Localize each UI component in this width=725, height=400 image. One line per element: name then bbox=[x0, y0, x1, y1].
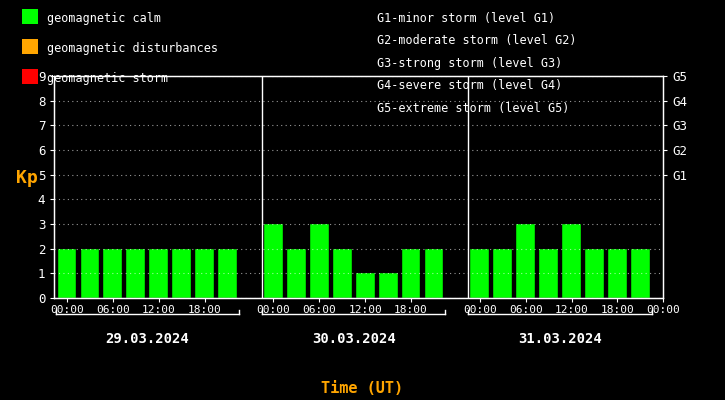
Bar bbox=[585, 249, 604, 298]
Text: 29.03.2024: 29.03.2024 bbox=[105, 332, 189, 346]
Text: 31.03.2024: 31.03.2024 bbox=[518, 332, 602, 346]
Bar bbox=[126, 249, 145, 298]
Bar bbox=[631, 249, 650, 298]
Text: geomagnetic calm: geomagnetic calm bbox=[47, 12, 161, 25]
Text: geomagnetic storm: geomagnetic storm bbox=[47, 72, 168, 85]
Text: G2-moderate storm (level G2): G2-moderate storm (level G2) bbox=[377, 34, 576, 48]
Bar bbox=[173, 249, 191, 298]
Bar bbox=[264, 224, 283, 298]
Y-axis label: Kp: Kp bbox=[16, 169, 38, 187]
Bar bbox=[562, 224, 581, 298]
Text: G3-strong storm (level G3): G3-strong storm (level G3) bbox=[377, 57, 563, 70]
Bar bbox=[516, 224, 535, 298]
Bar bbox=[80, 249, 99, 298]
Bar bbox=[287, 249, 306, 298]
Text: G1-minor storm (level G1): G1-minor storm (level G1) bbox=[377, 12, 555, 25]
Bar bbox=[378, 273, 397, 298]
Bar bbox=[356, 273, 375, 298]
Text: G5-extreme storm (level G5): G5-extreme storm (level G5) bbox=[377, 102, 569, 115]
Bar bbox=[104, 249, 123, 298]
Text: G4-severe storm (level G4): G4-severe storm (level G4) bbox=[377, 79, 563, 92]
Bar bbox=[57, 249, 76, 298]
Bar bbox=[310, 224, 328, 298]
Bar bbox=[402, 249, 420, 298]
Bar bbox=[149, 249, 168, 298]
Bar bbox=[333, 249, 352, 298]
Bar bbox=[425, 249, 444, 298]
Bar bbox=[218, 249, 237, 298]
Bar bbox=[494, 249, 513, 298]
Text: Time (UT): Time (UT) bbox=[321, 381, 404, 396]
Text: 30.03.2024: 30.03.2024 bbox=[312, 332, 396, 346]
Bar bbox=[608, 249, 627, 298]
Bar bbox=[471, 249, 489, 298]
Text: geomagnetic disturbances: geomagnetic disturbances bbox=[47, 42, 218, 55]
Bar bbox=[539, 249, 558, 298]
Bar bbox=[195, 249, 214, 298]
